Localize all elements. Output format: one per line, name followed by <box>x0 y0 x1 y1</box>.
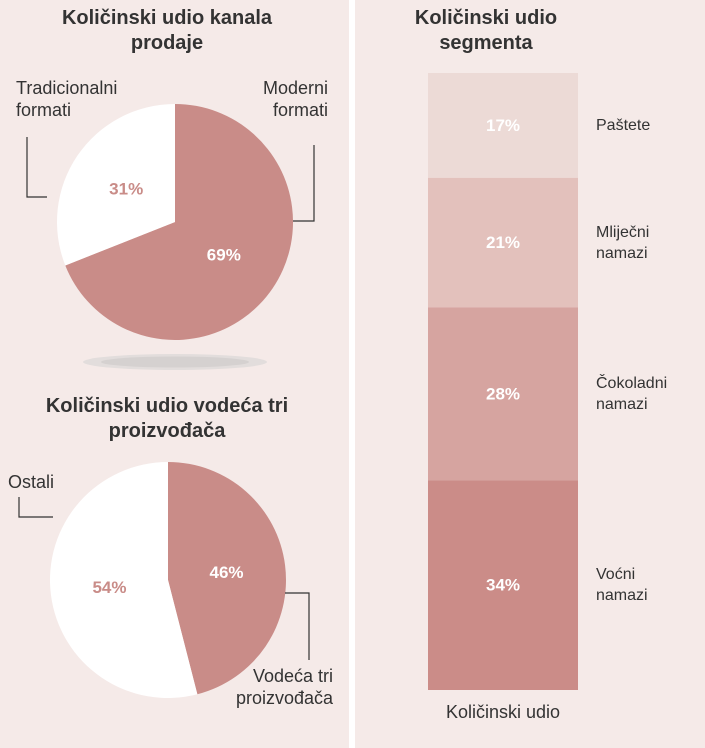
pie-value-label-moderni-formati: 69% <box>207 246 241 265</box>
bar-segment-vocni-namazi <box>428 480 578 690</box>
bar-segment-cokoladni-namazi <box>428 307 578 481</box>
segment-label-cokoladni-namazi: Čokoladni namazi <box>596 374 668 413</box>
pie-chart-top-three-producers: 46% 54% <box>49 462 286 698</box>
pie-shadow <box>83 354 267 370</box>
leader-line-traditional-formats <box>26 137 47 198</box>
bar-value-label-cokoladni-namazi: 28% <box>486 384 520 403</box>
segment-label-pastete: Paštete <box>596 116 651 134</box>
pie-chart-sales-channels: 69% 31% <box>57 104 294 340</box>
slice-label-others: Ostali <box>8 472 55 492</box>
pie-value-label-vodeca-tri-proizvodaca: 46% <box>210 563 244 582</box>
chart-title-segments: Količinski udio segmenta <box>414 7 558 54</box>
pie-value-label-tradicionalni-formati: 31% <box>109 179 143 198</box>
bar-value-label-mlijecni-namazi: 21% <box>486 233 520 252</box>
pie-value-label-ostali: 54% <box>92 578 126 597</box>
leader-line-top-three-producers <box>285 592 310 660</box>
slice-label-modern-formats: Moderni formati <box>262 78 328 120</box>
stacked-bar-chart-segments: 17% 21% 28% 34% <box>428 73 578 690</box>
segment-label-mlijecni-namazi: Mliječni namazi <box>596 223 650 262</box>
bar-segment-mlijecni-namazi <box>428 177 578 308</box>
chart-title-top-three-producers: Količinski udio vodeća tri proizvođača <box>45 395 289 442</box>
pie-slice-moderni-formati <box>65 104 294 340</box>
pie-slice-tradicionalni-formati <box>57 104 175 266</box>
segment-label-vocni-namazi: Voćni namazi <box>596 566 648 605</box>
bar-value-label-pastete: 17% <box>486 116 520 135</box>
pie-slice-ostali <box>49 462 198 698</box>
pie-shadow-inner <box>101 356 249 368</box>
bar-category-label: Količinski udio <box>445 702 561 722</box>
pie-slice-vodeca-tri-proizvodaca <box>168 462 286 695</box>
bar-segment-pastete <box>428 73 578 178</box>
leader-line-others <box>18 497 53 518</box>
chart-title-sales-channels: Količinski udio kanala prodaje <box>61 7 273 54</box>
slice-label-traditional-formats: Tradicionalni formati <box>16 78 118 120</box>
leader-line-modern-formats <box>293 145 315 222</box>
bar-value-label-vocni-namazi: 34% <box>486 576 520 595</box>
slice-label-top-three-producers: Vodeća tri proizvođača <box>235 666 333 708</box>
